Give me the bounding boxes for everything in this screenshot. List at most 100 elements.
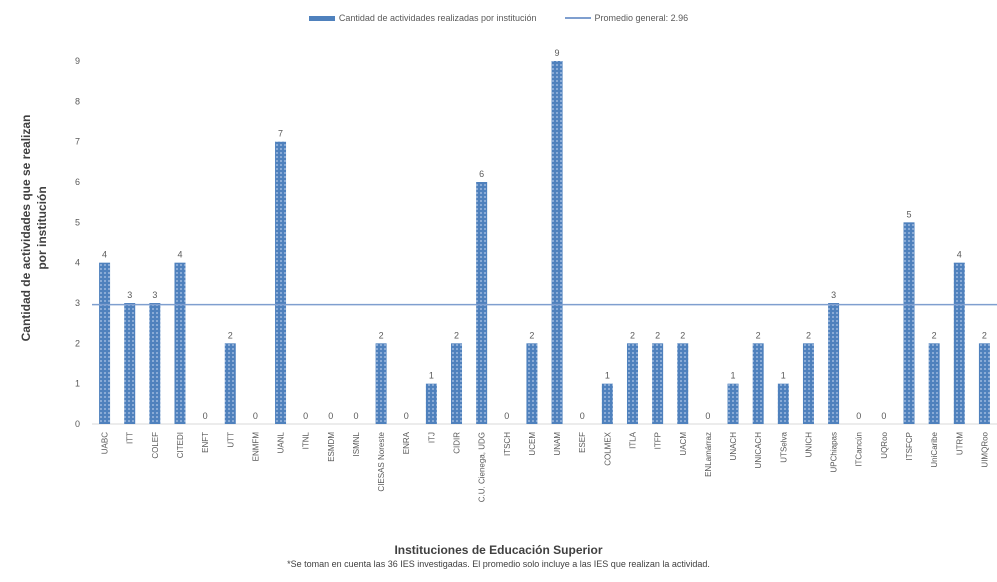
bar-value-label: 1 [605, 371, 610, 381]
bar-value-label: 0 [353, 411, 358, 421]
bar-value-label: 3 [152, 290, 157, 300]
bar [626, 343, 638, 424]
bar [652, 343, 664, 424]
x-axis-title: Instituciones de Educación Superior [394, 543, 603, 557]
bar [425, 383, 437, 424]
y-axis-title: Cantidad de actividades que se realizan … [19, 114, 49, 342]
bar [275, 141, 287, 424]
bar-value-label: 0 [203, 411, 208, 421]
bar [727, 383, 739, 424]
bar-value-label: 0 [504, 411, 509, 421]
bar-value-label: 6 [479, 169, 484, 179]
x-tick-label: ITJ [427, 432, 436, 443]
bar-value-label: 2 [454, 330, 459, 340]
bar-value-label: 2 [932, 330, 937, 340]
y-tick-label: 0 [75, 419, 80, 429]
bar-value-label: 1 [429, 371, 434, 381]
x-tick-label: ESMDM [327, 432, 336, 462]
legend-swatch-bars [308, 15, 335, 21]
y-tick-label: 1 [75, 379, 80, 389]
bar [777, 383, 789, 424]
x-tick-label: ENRA [402, 431, 411, 454]
x-tick-label: UniCaribe [930, 431, 939, 467]
x-tick-label: UNACH [729, 432, 738, 461]
bar [174, 262, 186, 424]
x-tick-label: ITLA [628, 431, 637, 449]
x-tick-label: UTRM [955, 432, 964, 455]
y-tick-label: 6 [75, 177, 80, 187]
bar-value-label: 4 [102, 250, 107, 260]
x-tick-label: ITNL [302, 431, 311, 449]
x-tick-label: UQRoo [880, 431, 889, 458]
bar-value-label: 0 [580, 411, 585, 421]
x-tick-label: ESEF [578, 432, 587, 453]
x-tick-label: ITSCH [503, 432, 512, 456]
x-tick-label: ITSFCP [905, 432, 914, 460]
x-tick-label: ENLamárraz [704, 432, 713, 477]
bar-value-label: 0 [705, 411, 710, 421]
legend: Cantidad de actividades realizadas por i… [0, 10, 997, 26]
y-tick-label: 8 [75, 96, 80, 106]
bar-value-label: 3 [831, 290, 836, 300]
bar-value-label: 2 [529, 330, 534, 340]
legend-item-bars: Cantidad de actividades realizadas por i… [308, 13, 537, 23]
x-tick-label: ENFT [201, 432, 210, 453]
bar-value-label: 3 [127, 290, 132, 300]
x-axis: UABC ITT COLEF CITEDI ENFT UTT ENMFM UANL ITNL ES… [101, 431, 990, 502]
bar-value-label: 4 [177, 250, 182, 260]
bar-value-label: 5 [907, 209, 912, 219]
bar-value-label: 2 [806, 330, 811, 340]
bar [124, 303, 136, 424]
x-tick-label: UNICACH [754, 432, 763, 469]
x-tick-label: COLEF [151, 432, 160, 459]
bar [928, 343, 940, 424]
bar [551, 61, 563, 424]
bar-value-label: 2 [228, 330, 233, 340]
bar [978, 343, 990, 424]
bar-value-label: 2 [379, 330, 384, 340]
bar [828, 303, 840, 424]
bar [224, 343, 236, 424]
bar-value-label: 0 [856, 411, 861, 421]
bar-value-label: 9 [555, 48, 560, 58]
bar-value-label: 4 [957, 250, 962, 260]
x-tick-label: UNAM [553, 432, 562, 456]
bar-value-label: 0 [328, 411, 333, 421]
bar-value-label: 0 [881, 411, 886, 421]
x-tick-label: ENMFM [251, 432, 260, 462]
bar [375, 343, 387, 424]
bar [526, 343, 538, 424]
x-tick-label: UPChiapas [830, 432, 839, 472]
bar-value-label: 7 [278, 129, 283, 139]
y-tick-label: 9 [75, 56, 80, 66]
x-tick-label: CITEDI [176, 432, 185, 458]
bar [903, 222, 915, 424]
bar-value-label: 2 [680, 330, 685, 340]
bar [476, 182, 488, 424]
x-tick-label: ITFP [654, 432, 663, 449]
x-tick-label: UIMQRoo [980, 431, 989, 467]
y-axis: 0 1 2 3 4 5 6 7 8 9 [75, 56, 997, 429]
x-tick-label: UTT [226, 432, 235, 448]
bar [953, 262, 965, 424]
y-tick-label: 3 [75, 298, 80, 308]
footnote: *Se toman en cuenta las 36 IES investiga… [287, 559, 710, 569]
y-tick-label: 5 [75, 217, 80, 227]
bar-value-label: 0 [303, 411, 308, 421]
bar [149, 303, 161, 424]
x-tick-label: UCEM [528, 432, 537, 456]
x-tick-label: COLMEX [603, 431, 612, 465]
x-tick-label: ISMNL [352, 431, 361, 456]
legend-label-average: Promedio general: 2.96 [594, 13, 689, 23]
x-tick-label: ITT [126, 432, 135, 444]
bar-value-label: 1 [781, 371, 786, 381]
x-tick-label: UNICH [804, 432, 813, 458]
bar-value-label: 2 [756, 330, 761, 340]
legend-label-bars: Cantidad de actividades realizadas por i… [338, 13, 537, 23]
y-tick-label: 2 [75, 338, 80, 348]
bar-value-label: 1 [731, 371, 736, 381]
bar [99, 262, 111, 424]
bar-value-label: 2 [982, 330, 987, 340]
